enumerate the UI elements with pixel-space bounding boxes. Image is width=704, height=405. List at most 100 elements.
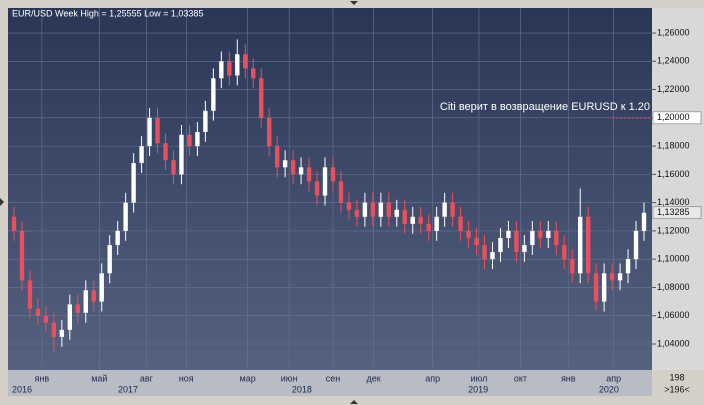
candle-body [243,54,248,69]
x-tick-label: янв [561,373,576,383]
x-tick-label: мар [240,373,256,383]
candle-body [67,304,73,330]
x-tick-label: ноя [179,373,194,383]
candle-body [338,181,344,203]
x-tick-label: авг [140,373,154,383]
corner [652,370,704,396]
candle-body [195,131,200,147]
candle-body [163,143,168,161]
y-tick-label: 1,06000 [657,310,690,320]
scroll-arrow[interactable] [350,400,358,404]
price-marker [652,111,702,125]
scroll-arrow[interactable] [0,198,4,206]
candle-body [227,61,232,76]
x-tick-label: май [91,373,107,383]
candle-body [378,202,384,217]
candle-body [322,167,328,196]
chart-title: EUR/USD Week High = 1,25555 Low = 1,0338… [12,8,203,18]
x-tick-label: апр [606,373,621,383]
candle-body [458,216,463,231]
candle-body [179,134,184,175]
candle-body [27,280,33,309]
candle-body [402,209,407,224]
plot-area [8,8,652,370]
annotation: Citi верит в возвращение EURUSD к 1.20 [440,101,650,113]
x-tick-label: апр [425,373,440,383]
y-tick-label: 1,14000 [657,197,690,207]
candle-body [522,245,527,253]
x-tick-label: июн [281,373,298,383]
candle-body [259,78,264,118]
x-tick-label: окт [514,373,527,383]
x-tick-label: дек [367,373,381,383]
x-tick-label: янв [35,373,50,383]
year-label: 2019 [468,384,488,394]
candle-body [506,230,511,238]
candle-body [530,230,535,246]
price-marker-label: 1,13285 [657,207,690,217]
candle-body [625,259,631,274]
scroll-arrow[interactable] [350,1,358,5]
candle-body [442,202,447,217]
candle-body [99,273,104,302]
candle-body [482,245,487,260]
y-tick-label: 1,22000 [657,84,690,94]
candles [11,39,647,353]
candle-body [585,216,591,274]
candle-body [123,202,128,231]
y-axis-area [652,8,704,370]
candle-body [282,160,288,168]
year-label: 2017 [118,384,138,394]
candle-body [578,216,583,274]
y-tick-label: 1,16000 [657,169,690,179]
candle-body [266,117,272,147]
x-tick-label: сен [326,373,341,383]
candle-body [171,160,176,175]
x-axis-area [8,370,652,396]
candle-body [298,167,304,175]
candle-body [19,230,25,281]
bar-count: 198 [669,372,684,382]
candle-body [498,237,503,253]
candle-body [219,61,224,79]
candle-body [570,259,575,274]
candle-body [139,146,144,164]
candle-body [11,216,17,231]
candle-body [474,237,479,246]
candle-body [514,230,519,253]
candle-body [290,160,296,175]
candle-body [75,304,80,313]
candle-body [203,110,208,132]
candle-body [490,252,495,260]
y-tick-label: 1,10000 [657,254,690,264]
y-tick-label: 1,26000 [657,27,690,37]
candle-body [211,78,216,111]
y-tick-label: 1,24000 [657,56,690,66]
candle-body [641,212,647,231]
candle-body [43,315,49,323]
year-label: 2020 [599,384,619,394]
price-marker [652,206,702,220]
year-label: 2016 [12,384,32,394]
candle-body [131,163,136,203]
candle-body [601,273,607,302]
candle-body [314,181,320,196]
candle-body [354,209,360,217]
candle-body [554,230,559,246]
candle-body [633,230,639,260]
candle-body [306,167,312,182]
candle-body [59,329,65,337]
candle-body [330,167,336,182]
candle-body [450,202,455,217]
candle-body [107,245,112,274]
grid [8,8,652,370]
price-marker-label: 1,20000 [657,112,690,122]
candle-body [410,216,415,224]
candle-body [274,146,280,168]
candle-body [434,216,439,231]
candle-body [546,230,551,238]
candle-body [251,68,256,79]
candle-body [609,273,615,281]
y-tick-label: 1,04000 [657,338,690,348]
